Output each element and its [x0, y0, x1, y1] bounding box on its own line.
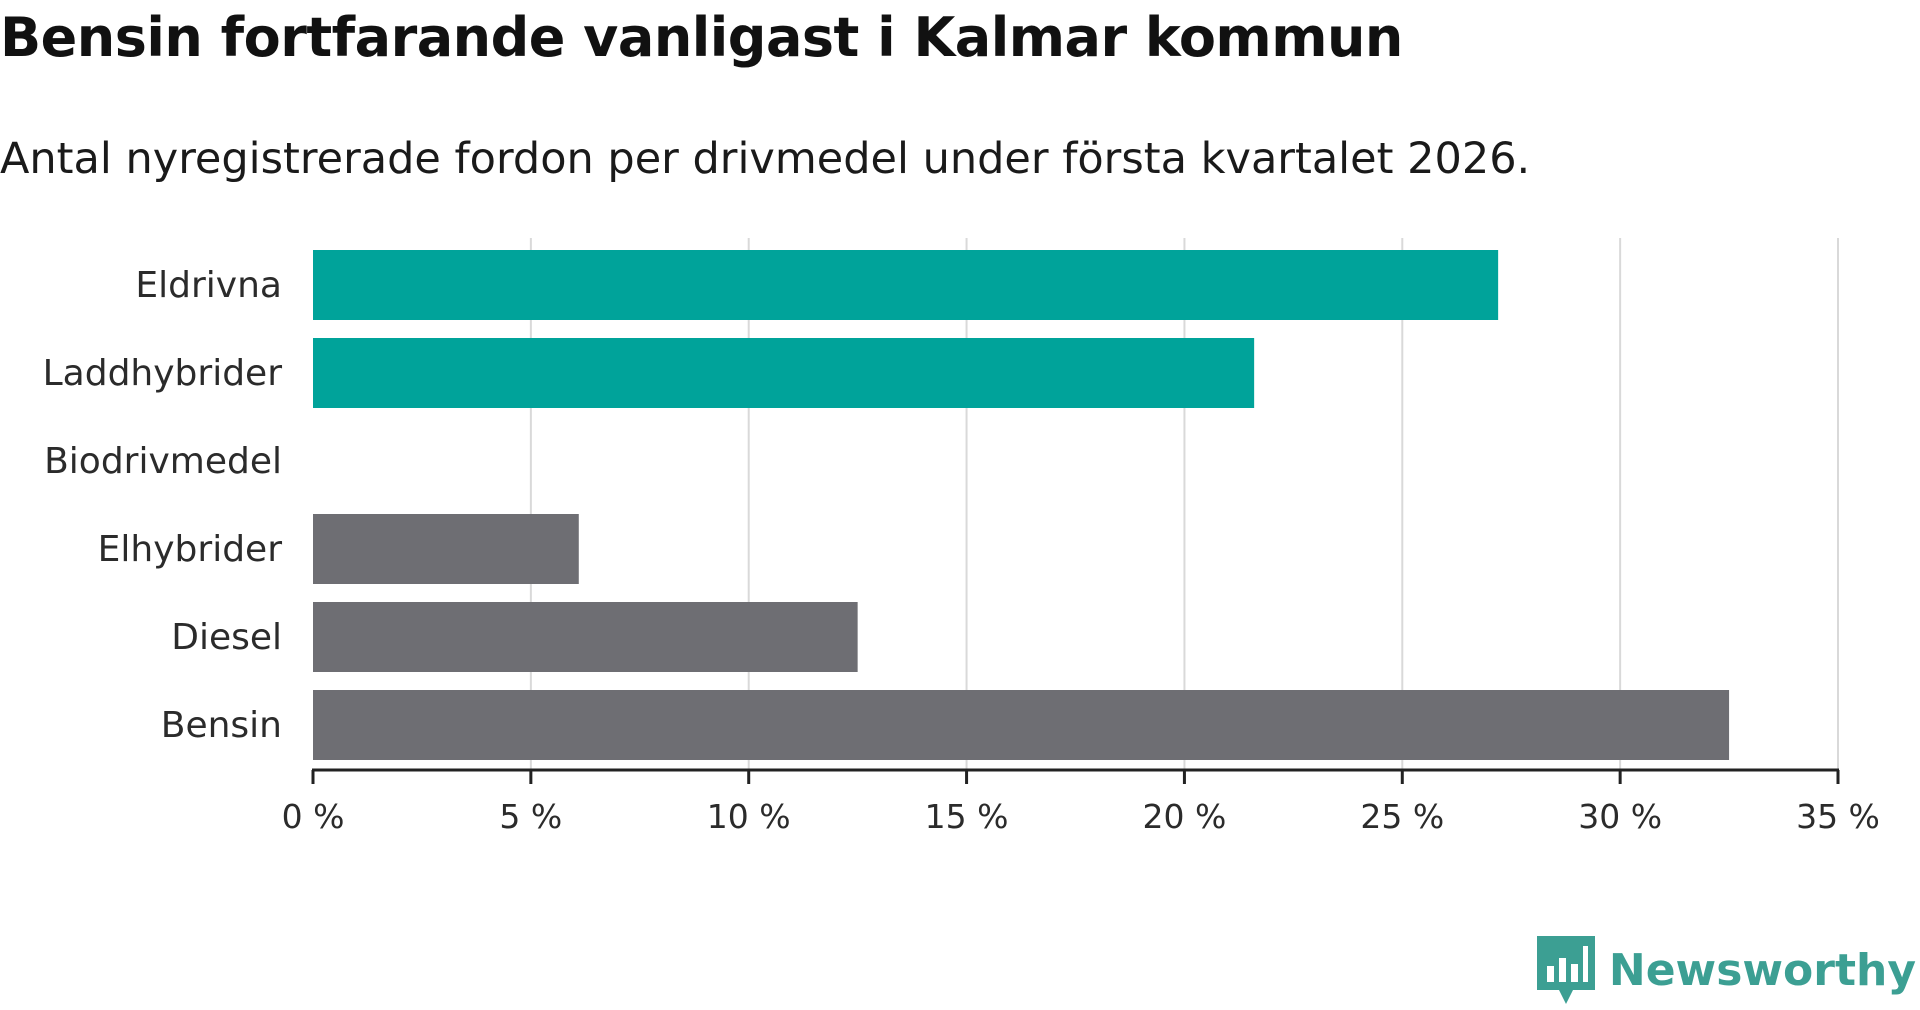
x-tick-label: 0 % [282, 797, 345, 836]
category-label: Bensin [161, 705, 282, 746]
category-label: Elhybrider [98, 529, 283, 570]
category-label: Laddhybrider [43, 353, 283, 394]
bar [313, 690, 1730, 760]
grid-lines [529, 238, 1839, 770]
x-tick-label: 20 % [1143, 797, 1227, 836]
bars [313, 250, 1730, 760]
category-label: Biodrivmedel [44, 441, 282, 482]
bar [313, 250, 1499, 320]
brand-name: Newsworthy [1608, 944, 1916, 996]
brand-logo: Newsworthy [1536, 930, 1916, 1010]
bar [313, 338, 1255, 408]
bar-chart: 0 % 5 % 10 % 15 % 20 % 25 % 30 % 35 % Eldrivna L… [43, 238, 1880, 836]
newsworthy-logo-icon [1536, 936, 1595, 1004]
x-axis: 0 % 5 % 10 % 15 % 20 % 25 % 30 % 35 % [282, 768, 1880, 836]
chart-subtitle: Antal nyregistrerade fordon per drivmede… [0, 134, 1531, 184]
x-tick-label: 15 % [925, 797, 1009, 836]
category-label: Diesel [171, 617, 282, 658]
chart-title: Bensin fortfarande vanligast i Kalmar ko… [0, 6, 1403, 69]
bar [313, 514, 579, 584]
x-tick-label: 25 % [1360, 797, 1444, 836]
category-labels: Eldrivna Laddhybrider Biodrivmedel Elhybrid… [43, 265, 283, 746]
x-tick-label: 10 % [707, 797, 791, 836]
x-tick-label: 30 % [1578, 797, 1662, 836]
x-tick-label: 5 % [499, 797, 562, 836]
category-label: Eldrivna [135, 265, 282, 306]
bar [313, 602, 858, 672]
x-tick-label: 35 % [1796, 797, 1880, 836]
